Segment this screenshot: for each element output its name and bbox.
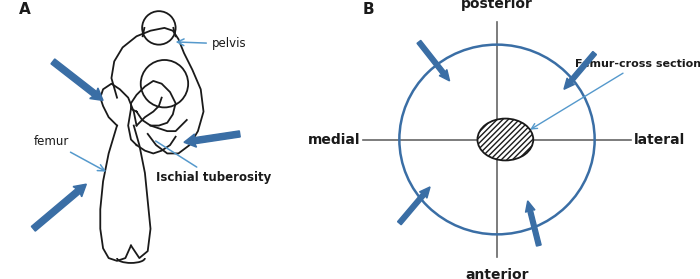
FancyArrow shape [398, 187, 430, 225]
FancyArrow shape [32, 184, 86, 231]
FancyArrow shape [417, 40, 449, 81]
FancyArrow shape [51, 59, 103, 100]
Text: lateral: lateral [634, 133, 685, 146]
Text: Ischial tuberosity: Ischial tuberosity [155, 141, 272, 184]
Text: Femur-cross section: Femur-cross section [531, 59, 700, 129]
Text: femur: femur [34, 135, 105, 171]
FancyArrow shape [526, 201, 541, 246]
Ellipse shape [477, 119, 533, 160]
Text: A: A [20, 2, 31, 17]
Text: medial: medial [308, 133, 360, 146]
Text: B: B [363, 2, 374, 17]
FancyArrow shape [184, 131, 240, 147]
FancyArrow shape [564, 52, 596, 89]
Text: pelvis: pelvis [177, 37, 246, 50]
Text: anterior: anterior [466, 268, 528, 279]
Text: posterior: posterior [461, 0, 533, 11]
